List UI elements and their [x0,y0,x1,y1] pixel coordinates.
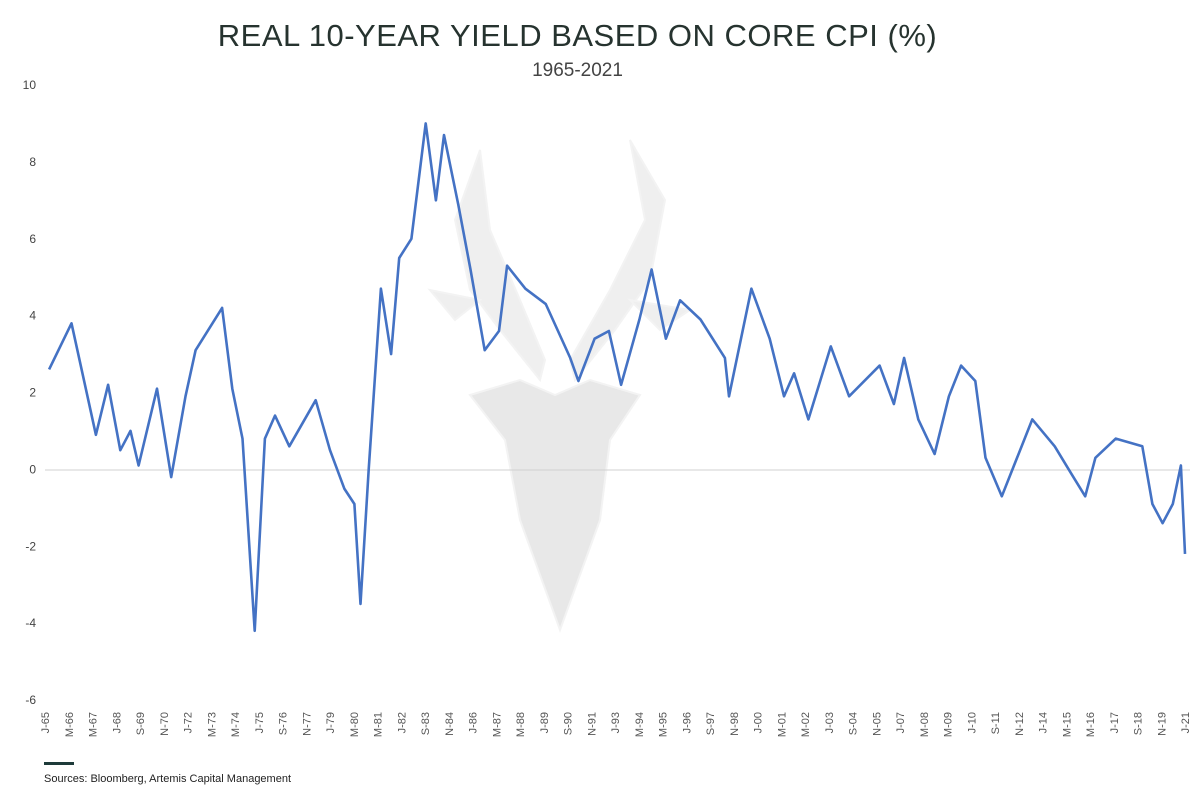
x-tick-label: J-79 [325,712,337,733]
x-tick-label: S-18 [1133,712,1145,735]
x-tick-label: N-98 [729,712,741,736]
y-tick-label: 8 [29,155,36,169]
x-tick-label: J-89 [539,712,551,733]
x-tick-label: M-66 [64,712,76,737]
x-tick-label: S-69 [135,712,147,735]
x-tick-label: J-03 [824,712,836,733]
x-tick-label: M-67 [88,712,100,737]
x-tick-label: J-86 [468,712,480,733]
series-line-real-yield [47,122,1187,633]
y-tick-label: -4 [25,616,36,630]
x-tick-label: J-93 [610,712,622,733]
x-tick-label: S-97 [705,712,717,735]
x-tick-label: S-11 [990,712,1002,734]
x-tick-label: J-65 [40,712,52,733]
x-tick-label: M-08 [919,712,931,737]
x-tick-label: M-16 [1085,712,1097,737]
y-tick-label: -2 [25,539,36,553]
x-tick-label: N-70 [159,712,171,736]
x-tick-label: M-94 [634,712,646,737]
x-tick-label: J-07 [895,712,907,733]
x-tick-label: M-02 [800,712,812,737]
x-tick-label: J-00 [753,712,765,733]
x-tick-label: J-21 [1180,712,1192,733]
source-accent-bar [44,762,74,765]
x-tick-label: S-83 [420,712,432,735]
x-tick-label: M-88 [515,712,527,737]
x-tick-label: M-09 [943,712,955,737]
x-tick-label: M-01 [776,712,788,737]
x-tick-label: J-72 [183,712,195,733]
deer-watermark-icon [427,139,693,633]
y-tick-label: 2 [29,386,36,400]
x-tick-label: J-14 [1038,712,1050,733]
x-tick-label: M-74 [230,712,242,737]
x-tick-label: M-87 [491,712,503,737]
x-tick-label: S-76 [278,712,290,735]
y-tick-label: 4 [29,309,36,323]
x-tick-label: S-04 [848,712,860,735]
x-tick-label: M-95 [658,712,670,737]
y-tick-label: 6 [29,232,36,246]
y-tick-label: 0 [29,462,36,476]
x-tick-label: J-10 [966,712,978,733]
x-tick-label: J-68 [111,712,123,733]
x-tick-label: N-12 [1014,712,1026,736]
y-tick-label: -6 [25,693,36,707]
chart-subtitle: 1965-2021 [532,60,623,81]
x-tick-label: S-90 [563,712,575,735]
source-note: Sources: Bloomberg, Artemis Capital Mana… [44,773,292,785]
x-tick-label: M-15 [1061,712,1073,737]
x-tick-label: N-19 [1156,712,1168,736]
x-tick-label: N-84 [444,712,456,736]
x-tick-label: M-73 [206,712,218,737]
x-tick-label: M-81 [373,712,385,737]
x-tick-label: N-91 [586,712,598,736]
x-tick-label: N-77 [301,712,313,736]
x-tick-label: J-75 [254,712,266,733]
y-tick-label: 10 [23,78,37,92]
x-tick-label: J-17 [1109,712,1121,733]
x-tick-label: M-80 [349,712,361,737]
x-tick-label: J-82 [396,712,408,733]
x-tick-label: J-96 [681,712,693,733]
x-tick-label: N-05 [871,712,883,736]
chart-title: REAL 10-YEAR YIELD BASED ON CORE CPI (%) [217,18,938,53]
